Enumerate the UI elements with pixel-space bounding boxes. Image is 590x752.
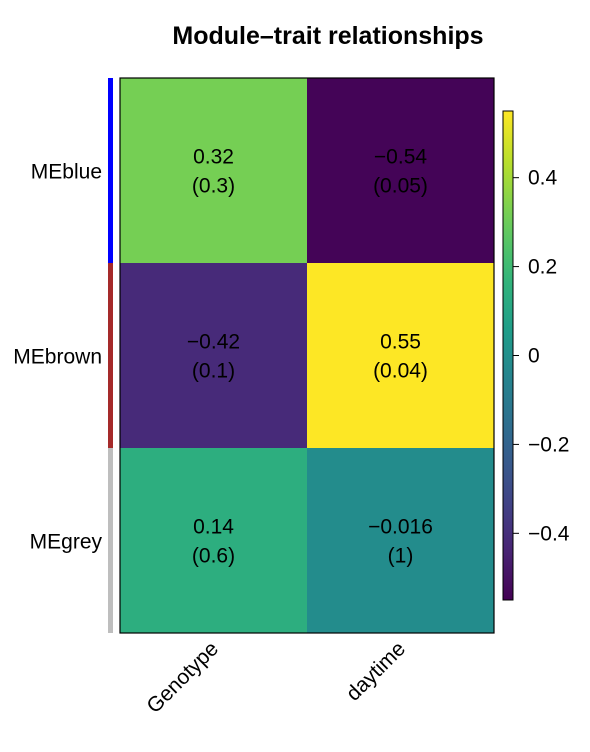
cell-pvalue-label: (0.3) — [192, 175, 235, 198]
colorbar-gradient — [502, 110, 514, 601]
cell-correlation-label: 0.14 — [193, 516, 234, 539]
colorbar: 0.4 0.2 0 −0.2 −0.4 — [502, 110, 570, 601]
row-label: MEblue — [31, 161, 102, 184]
column-label: Genotype — [142, 637, 223, 718]
module-color-bars — [108, 78, 113, 633]
row-label: MEgrey — [30, 531, 103, 554]
heatmap-cell: −0.42 (0.1) — [120, 263, 308, 449]
cell-pvalue-label: (0.6) — [192, 545, 235, 568]
cell-correlation-label: −0.42 — [187, 331, 240, 354]
heatmap-cell: 0.55 (0.04) — [307, 263, 495, 449]
cell-correlation-label: 0.55 — [380, 331, 421, 354]
heatmap-cell: −0.54 (0.05) — [307, 78, 495, 264]
heatmap-cells: 0.32 (0.3) −0.54 (0.05) −0.42 (0.1) 0.55 (0.04)… — [120, 78, 495, 634]
colorbar-tick-label: 0 — [528, 345, 540, 368]
heatmap-cell: 0.32 (0.3) — [120, 78, 308, 264]
column-labels: Genotype daytime — [142, 637, 410, 718]
module-color-bar — [108, 448, 113, 633]
heatmap-border — [119, 77, 495, 634]
heatmap-cell-fill — [307, 448, 495, 634]
cell-correlation-label: 0.32 — [193, 146, 234, 169]
heatmap-cell-fill — [120, 263, 308, 449]
cell-pvalue-label: (0.04) — [373, 360, 428, 383]
row-labels: MEblue MEbrown MEgrey — [13, 161, 102, 554]
colorbar-tick-label: 0.4 — [528, 167, 558, 190]
heatmap-cell-fill — [120, 448, 308, 634]
cell-pvalue-label: (0.1) — [192, 360, 235, 383]
chart-title: Module–trait relationships — [172, 22, 483, 50]
heatmap-cell: 0.14 (0.6) — [120, 448, 308, 634]
cell-correlation-label: −0.016 — [368, 516, 433, 539]
heatmap-cell-fill — [307, 78, 495, 264]
colorbar-tick-label: 0.2 — [528, 256, 557, 279]
module-color-bar — [108, 263, 113, 448]
heatmap-cell-fill — [120, 78, 308, 264]
heatmap-cell: −0.016 (1) — [307, 448, 495, 634]
heatmap-cell-fill — [307, 263, 495, 449]
colorbar-tick-label: −0.2 — [528, 433, 569, 456]
cell-pvalue-label: (0.05) — [373, 175, 428, 198]
colorbar-tick-label: −0.4 — [528, 522, 570, 545]
module-color-bar — [108, 78, 113, 263]
cell-pvalue-label: (1) — [388, 545, 414, 568]
cell-correlation-label: −0.54 — [374, 146, 427, 169]
row-label: MEbrown — [13, 346, 102, 369]
column-label: daytime — [342, 637, 410, 705]
